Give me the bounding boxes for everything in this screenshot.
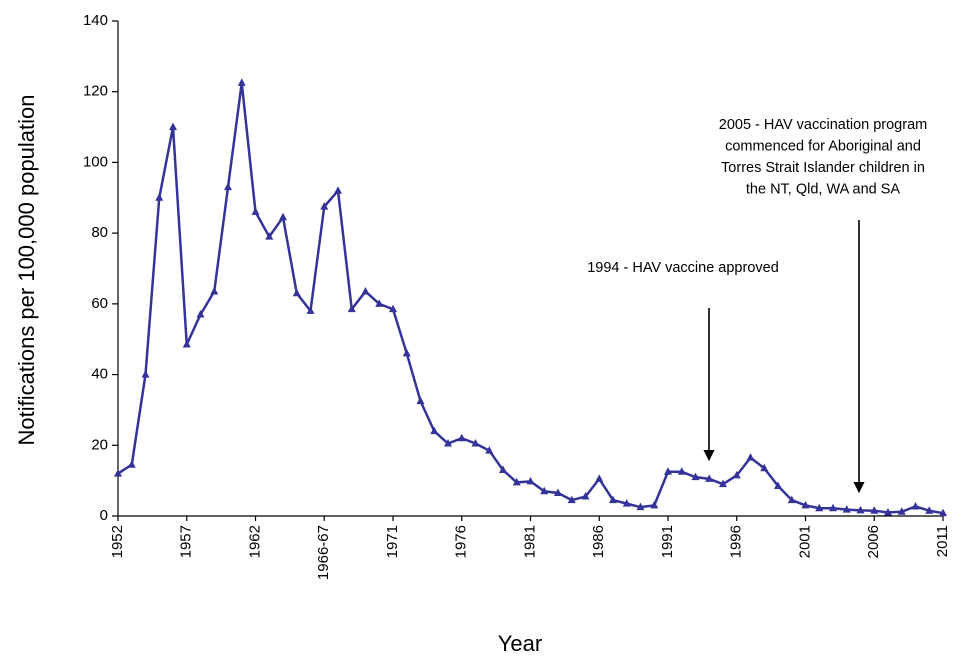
y-tick-label: 20 xyxy=(91,436,108,453)
marker xyxy=(251,207,260,215)
marker xyxy=(237,78,246,86)
marker xyxy=(925,506,934,514)
marker xyxy=(746,453,755,461)
marker xyxy=(127,460,136,468)
marker xyxy=(870,506,879,514)
marker xyxy=(334,186,342,194)
marker xyxy=(306,306,315,314)
marker xyxy=(911,501,920,510)
marker xyxy=(320,202,329,210)
x-tick-label: 1981 xyxy=(521,525,538,558)
x-tick-label: 1962 xyxy=(246,525,263,558)
marker xyxy=(279,212,287,221)
x-tick-label: 1986 xyxy=(590,525,607,558)
marker xyxy=(196,309,205,318)
marker xyxy=(347,304,356,313)
x-tick-label: 2001 xyxy=(796,525,813,558)
x-tick-label: 1957 xyxy=(178,525,195,558)
x-tick-label: 1996 xyxy=(728,525,745,558)
marker xyxy=(182,340,191,348)
marker xyxy=(224,182,232,191)
marker xyxy=(389,304,397,313)
x-tick-label: 1991 xyxy=(659,525,676,558)
x-tick-label: 1971 xyxy=(384,525,401,558)
marker xyxy=(265,232,274,240)
marker xyxy=(856,505,865,514)
marker xyxy=(677,467,686,475)
marker xyxy=(292,288,301,297)
marker xyxy=(375,299,384,307)
marker xyxy=(897,507,906,515)
marker xyxy=(554,488,562,497)
marker xyxy=(636,502,645,511)
marker xyxy=(609,495,617,504)
annotation: Torres Strait Islander children in xyxy=(721,160,925,176)
marker xyxy=(939,508,947,517)
annotation: 2005 - HAV vaccination program xyxy=(719,117,927,133)
marker xyxy=(595,474,604,482)
annotation: the NT, Qld, WA and SA xyxy=(746,181,901,197)
marker xyxy=(210,286,219,295)
marker xyxy=(581,492,590,500)
marker xyxy=(842,505,851,513)
marker xyxy=(705,474,714,482)
marker xyxy=(457,433,466,442)
y-tick-label: 80 xyxy=(91,224,108,241)
marker xyxy=(416,396,425,405)
marker xyxy=(169,122,177,131)
marker xyxy=(622,499,631,507)
x-tick-label: 1976 xyxy=(453,525,470,558)
marker xyxy=(141,370,150,378)
marker xyxy=(884,507,892,516)
marker xyxy=(361,286,370,295)
marker xyxy=(815,503,824,512)
x-tick-label: 2011 xyxy=(934,525,951,557)
marker xyxy=(732,470,741,479)
x-tick-label: 1966-67 xyxy=(315,525,332,580)
y-tick-label: 40 xyxy=(91,366,108,383)
marker xyxy=(650,500,659,509)
y-tick-label: 120 xyxy=(83,83,108,100)
marker xyxy=(444,439,452,447)
marker xyxy=(526,476,535,485)
y-tick-label: 140 xyxy=(83,12,108,29)
marker xyxy=(829,503,837,512)
y-tick-label: 100 xyxy=(83,153,108,170)
x-tick-label: 2006 xyxy=(865,525,882,558)
x-tick-label: 1952 xyxy=(109,525,126,558)
x-axis-title: Year xyxy=(498,631,542,656)
marker xyxy=(499,465,507,474)
marker xyxy=(512,477,521,486)
marker xyxy=(114,469,122,477)
marker xyxy=(540,486,549,495)
marker xyxy=(567,495,576,504)
marker xyxy=(155,193,164,201)
marker xyxy=(691,472,700,481)
marker xyxy=(801,500,810,509)
marker xyxy=(774,481,782,489)
marker xyxy=(430,426,439,435)
y-axis-title: Notifications per 100,000 population xyxy=(14,94,39,445)
marker xyxy=(402,348,411,357)
y-tick-label: 60 xyxy=(91,295,108,312)
marker xyxy=(719,479,727,488)
marker xyxy=(760,463,769,472)
marker xyxy=(787,495,796,504)
annotation: commenced for Aboriginal and xyxy=(725,138,921,154)
annotation: 1994 - HAV vaccine approved xyxy=(587,260,779,276)
marker xyxy=(664,467,672,475)
y-tick-label: 0 xyxy=(100,507,108,524)
marker xyxy=(471,439,480,447)
marker xyxy=(485,446,494,454)
